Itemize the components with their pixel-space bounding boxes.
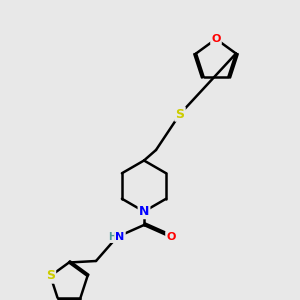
Text: S: S (46, 269, 55, 283)
Text: H: H (108, 232, 117, 242)
Text: O: O (166, 232, 176, 242)
Text: N: N (139, 205, 149, 218)
Text: O: O (211, 34, 221, 44)
Text: S: S (176, 107, 184, 121)
Text: N: N (116, 232, 124, 242)
